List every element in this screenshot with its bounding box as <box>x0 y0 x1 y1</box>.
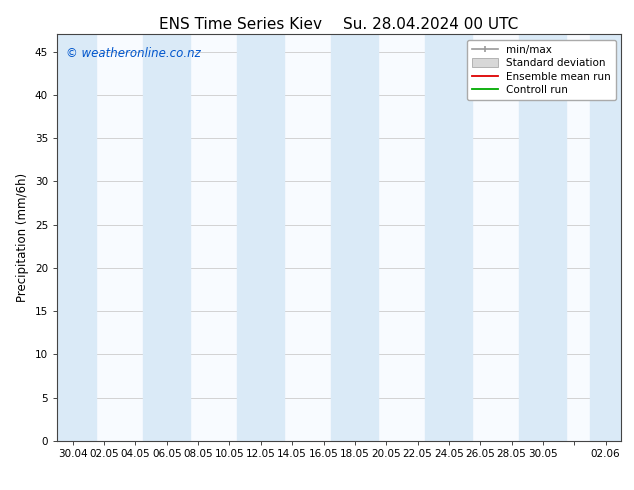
Text: © weatheronline.co.nz: © weatheronline.co.nz <box>65 47 200 59</box>
Bar <box>590 34 621 441</box>
Bar <box>57 34 96 441</box>
Bar <box>425 34 472 441</box>
Bar <box>143 34 190 441</box>
Y-axis label: Precipitation (mm/6h): Precipitation (mm/6h) <box>16 173 29 302</box>
Bar <box>332 34 378 441</box>
Bar <box>519 34 566 441</box>
Text: Su. 28.04.2024 00 UTC: Su. 28.04.2024 00 UTC <box>344 17 519 32</box>
Bar <box>237 34 284 441</box>
Text: ENS Time Series Kiev: ENS Time Series Kiev <box>159 17 323 32</box>
Legend: min/max, Standard deviation, Ensemble mean run, Controll run: min/max, Standard deviation, Ensemble me… <box>467 40 616 100</box>
